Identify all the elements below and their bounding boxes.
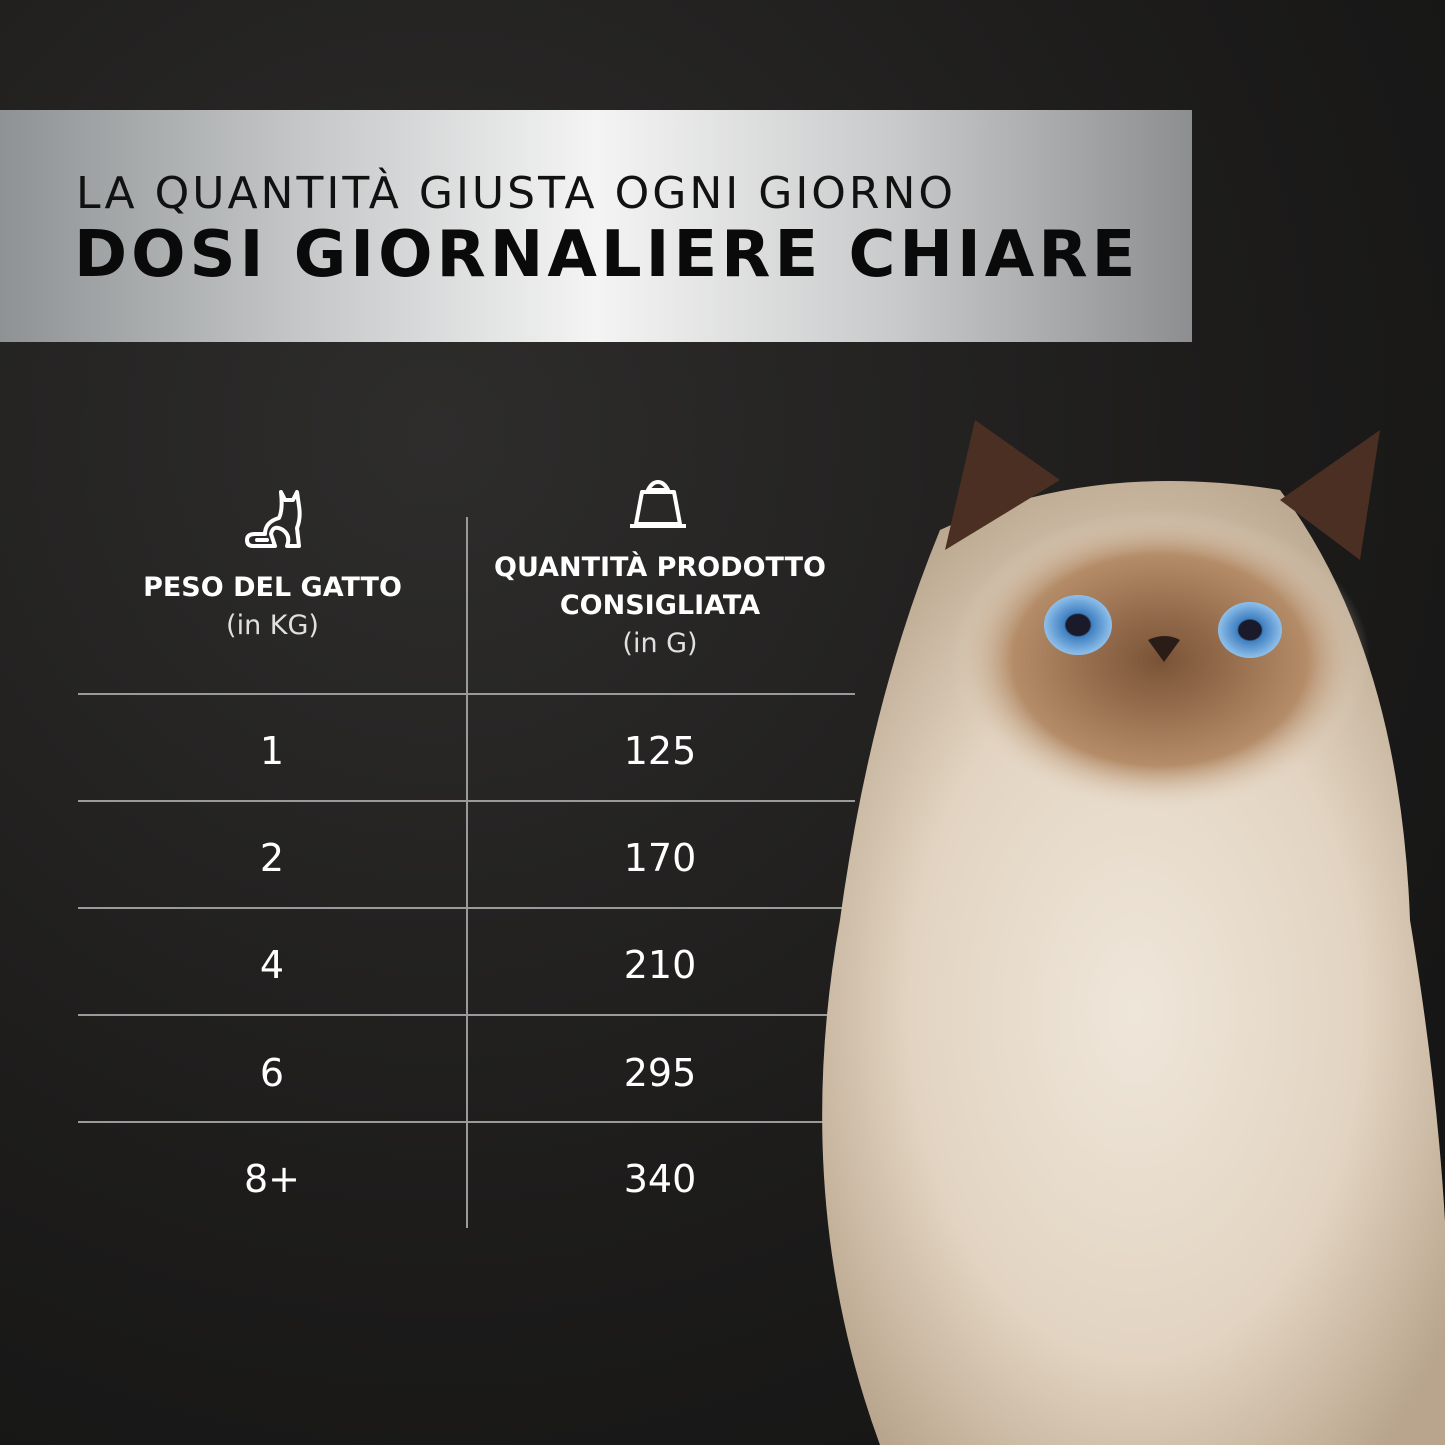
amount-cell: 340: [623, 1157, 697, 1201]
banner-subtitle: LA QUANTITÀ GIUSTA OGNI GIORNO: [76, 168, 957, 219]
header-amount-label-2: CONSIGLIATA: [559, 590, 761, 621]
amount-cell: 295: [623, 1051, 697, 1095]
header-amount-unit: (in G): [622, 628, 698, 659]
header-recommended-amount: QUANTITÀ PRODOTTO CONSIGLIATA (in G): [470, 549, 850, 663]
header-cat-weight: PESO DEL GATTO (in KG): [100, 569, 445, 645]
column-divider: [466, 517, 468, 1228]
persian-cat-photo: [822, 420, 1445, 1445]
weight-cell: 6: [259, 1051, 285, 1095]
row-divider: [78, 693, 855, 695]
row-divider: [78, 907, 855, 909]
row-divider: [78, 1014, 855, 1016]
header-amount-label-1: QUANTITÀ PRODOTTO: [494, 552, 826, 583]
amount-cell: 170: [623, 836, 697, 880]
weight-cell: 1: [259, 729, 285, 773]
row-divider: [78, 1121, 855, 1123]
row-divider: [78, 800, 855, 802]
weight-cell: 4: [259, 943, 285, 987]
amount-cell: 210: [623, 943, 697, 987]
weight-cell: 8+: [243, 1157, 301, 1201]
header-weight-unit: (in KG): [226, 610, 319, 641]
weight-cell: 2: [259, 836, 285, 880]
title-banner: [0, 110, 1192, 342]
header-weight-label: PESO DEL GATTO: [143, 572, 402, 603]
cat-icon: [245, 490, 302, 548]
amount-cell: 125: [623, 729, 697, 773]
food-bag-icon: [630, 480, 686, 528]
banner-title: DOSI GIORNALIERE CHIARE: [74, 218, 1140, 292]
